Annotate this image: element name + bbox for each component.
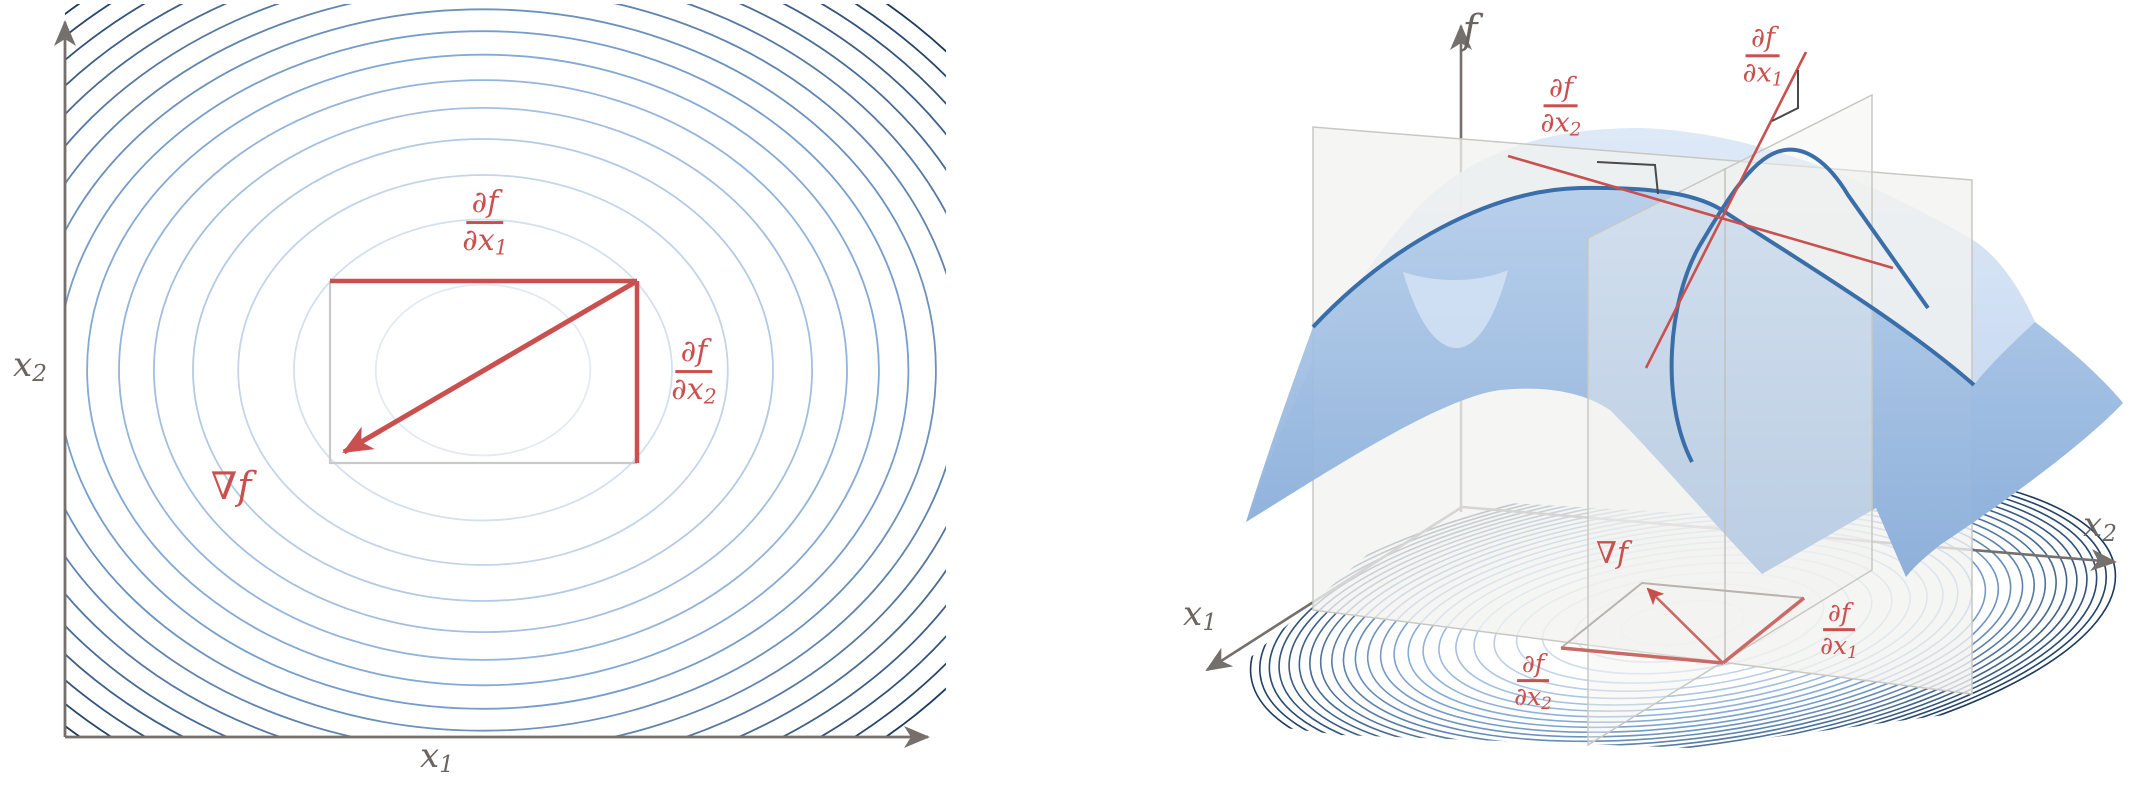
contour-ring xyxy=(65,4,946,737)
contour-ring xyxy=(374,283,592,457)
dfdx1-fraction: ∂f ∂x1 xyxy=(462,185,508,260)
contour-ring xyxy=(65,4,946,737)
tangent-line-dfdx1 xyxy=(1644,51,1808,369)
x1-axis-label-3d: x1 xyxy=(1183,593,1217,636)
floor-gradient-label: ∇f xyxy=(1595,536,1629,571)
x2-axis-label: x2 xyxy=(13,344,47,387)
surface-seam-notch xyxy=(1403,270,1508,348)
floor-dfdx1-fraction: ∂f ∂x1 xyxy=(1820,598,1858,663)
gradient-vector-arrow xyxy=(342,278,639,455)
tangent-line-dfdx2 xyxy=(1507,154,1894,270)
left-axes xyxy=(54,20,930,748)
slope-bracket-dfdx2 xyxy=(1596,161,1659,195)
floor-dfdx2-segment xyxy=(1560,646,1724,665)
component-rectangle xyxy=(328,278,640,465)
contour-ring xyxy=(65,30,910,710)
contour-ring xyxy=(86,53,880,687)
contour-ring xyxy=(152,106,814,634)
floor-dfdx2-fraction: ∂f ∂x2 xyxy=(1514,649,1552,714)
gradient-label: ∇f xyxy=(210,464,252,508)
dfdx2-fraction: ∂f ∂x2 xyxy=(671,334,717,409)
x1-axis-label: x1 xyxy=(420,735,454,778)
floor-gradient-arrow xyxy=(1646,587,1724,664)
contour-rings xyxy=(65,4,946,737)
contour-ring xyxy=(192,138,774,602)
x2-axis-label-3d: x2 xyxy=(2083,504,2117,547)
contour-ring xyxy=(65,4,946,737)
floor-parallelogram xyxy=(1560,581,1806,665)
contour-ring xyxy=(293,218,673,522)
cross-section-curve-x2 xyxy=(1311,185,1976,387)
surface-plot-panel xyxy=(1205,24,2123,748)
f-axis-label: f xyxy=(1462,7,1478,53)
slicing-plane-x1 xyxy=(1587,93,1873,747)
slope-dfdx1-fraction: ∂f ∂x1 xyxy=(1742,22,1784,91)
slope-bracket-dfdx1 xyxy=(1771,70,1799,122)
cross-section-curve-x1 xyxy=(1669,147,1930,463)
contour-ring xyxy=(237,174,729,566)
contour-ring xyxy=(65,8,937,732)
contour-ring xyxy=(118,79,848,661)
contour-plot-panel xyxy=(54,4,946,748)
slope-dfdx2-fraction: ∂f ∂x2 xyxy=(1540,72,1582,141)
contour-ring xyxy=(65,4,946,737)
floor-dfdx1-segment xyxy=(1721,596,1806,665)
